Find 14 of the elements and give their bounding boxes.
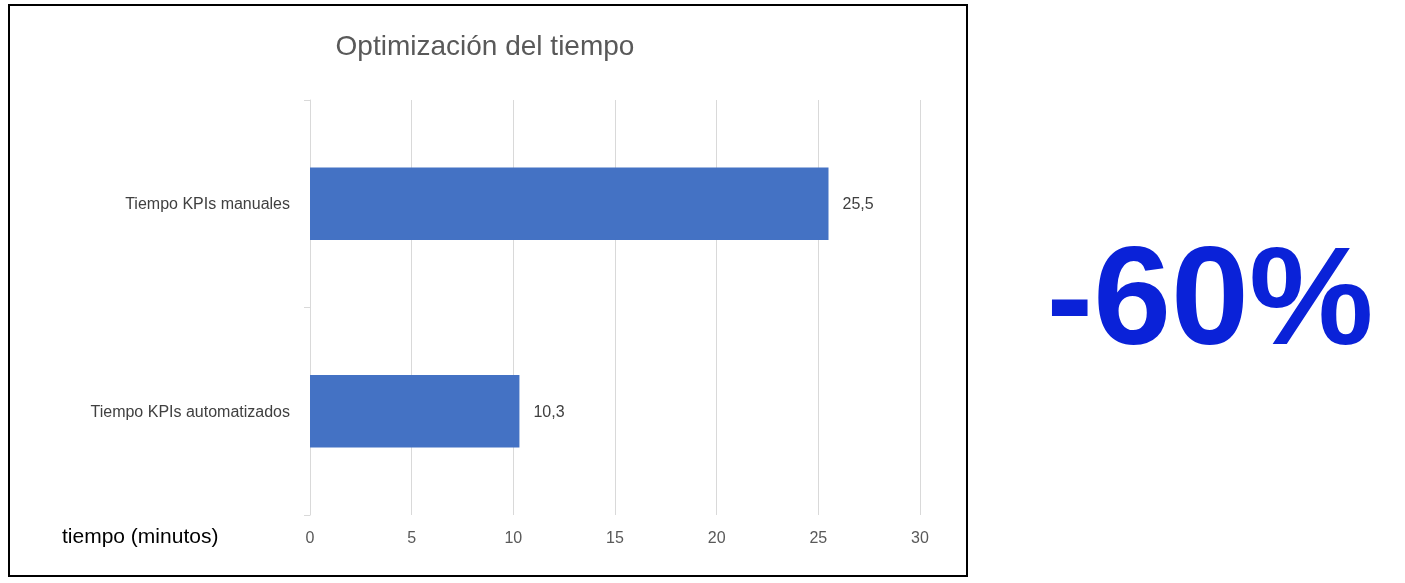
y-tick-label: Tiempo KPIs automatizados — [90, 402, 290, 420]
x-tick-label: 10 — [504, 528, 523, 546]
data-label: 25,5 — [842, 195, 874, 213]
y-tick-label: Tiempo KPIs manuales — [125, 195, 290, 213]
x-tick-label: 25 — [809, 528, 828, 546]
chart-title: Optimización del tiempo — [335, 29, 635, 61]
text: -60% — [1046, 216, 1374, 374]
x-tick-label: 15 — [606, 528, 624, 546]
data-label: 10,3 — [533, 402, 565, 420]
x-axis-title: tiempo (minutos) — [62, 524, 219, 547]
x-tick-label: 0 — [305, 528, 315, 546]
x-tick-label: 20 — [707, 528, 726, 546]
x-tick-label: 30 — [911, 528, 929, 546]
x-tick-label: 5 — [407, 528, 417, 546]
